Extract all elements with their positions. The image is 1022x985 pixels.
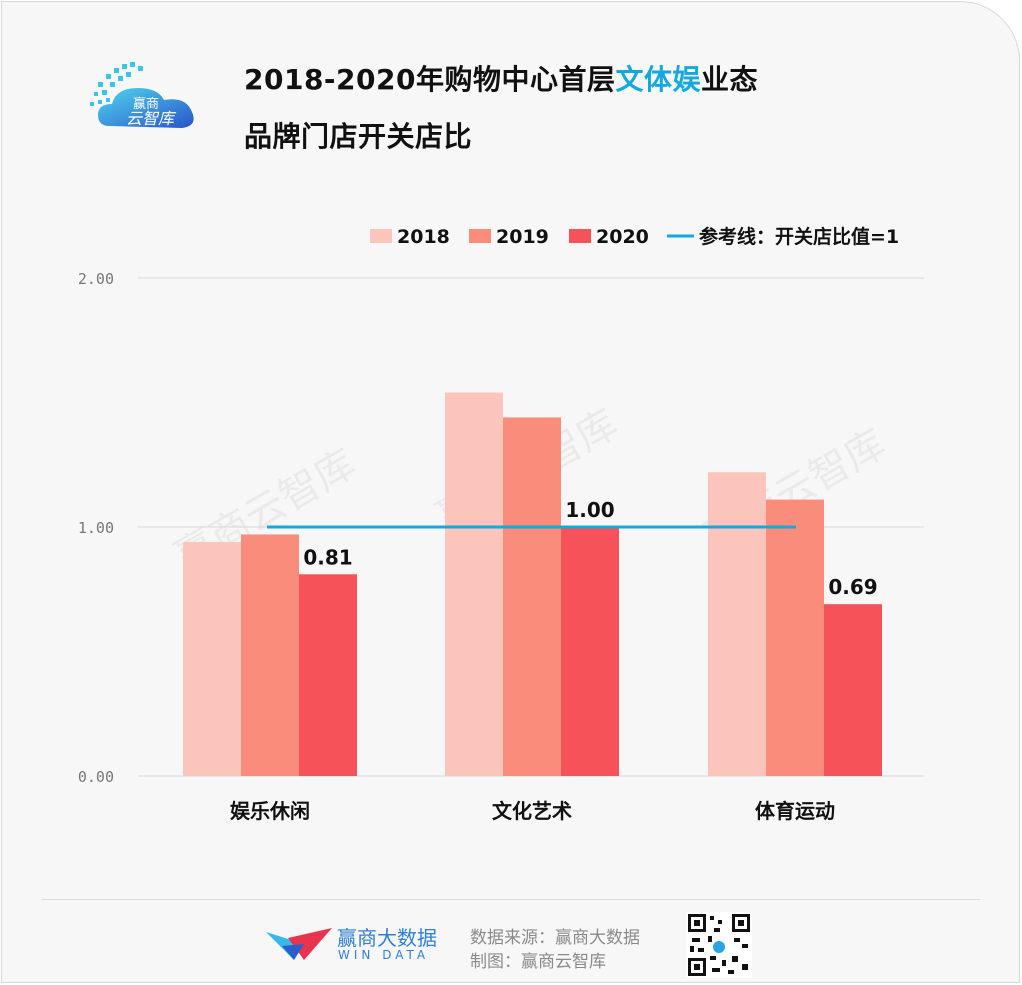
legend-swatch-2020 bbox=[569, 229, 591, 243]
chart-title-line-2: 品牌门店开关店比 bbox=[244, 120, 473, 153]
legend-label: 2019 bbox=[496, 226, 549, 248]
brand-logo-icon bbox=[266, 928, 332, 960]
data-source: 数据来源：赢商大数据 bbox=[470, 928, 640, 948]
made-by: 制图：赢商云智库 bbox=[470, 952, 606, 972]
title-part-post: 业态 bbox=[701, 63, 759, 96]
bar-2020 bbox=[824, 604, 882, 776]
x-tick-label: 体育运动 bbox=[755, 799, 835, 823]
chart-title-line-1: 2018-2020年购物中心首层文体娱业态 bbox=[244, 58, 758, 98]
logo-cloud-icon: 赢商 云智库 bbox=[90, 62, 194, 128]
bar-2018 bbox=[708, 472, 766, 776]
y-tick-label: 0.00 bbox=[78, 768, 114, 786]
y-tick-label: 1.00 bbox=[78, 519, 114, 537]
logo-text-1: 赢商 bbox=[133, 96, 159, 111]
legend-label: 2018 bbox=[397, 226, 450, 248]
bar-2019 bbox=[241, 534, 299, 776]
title-part-highlight: 文体娱 bbox=[615, 63, 701, 96]
legend-swatch-2018 bbox=[370, 229, 392, 243]
brand-name-en: WIN DATA bbox=[338, 948, 430, 962]
legend-swatch-2019 bbox=[469, 229, 491, 243]
logo-text-2: 云智库 bbox=[126, 110, 177, 128]
bar-2019 bbox=[766, 499, 824, 776]
y-tick-label: 2.00 bbox=[78, 270, 114, 288]
data-label: 0.69 bbox=[828, 575, 877, 599]
brand-name: 赢商大数据 bbox=[337, 926, 437, 950]
bar-2018 bbox=[445, 392, 503, 776]
x-tick-label: 文化艺术 bbox=[492, 799, 572, 823]
bar-chart: 赢商云智库赢商云智库赢商云智库0.001.002.000.811.000.69娱… bbox=[78, 225, 924, 823]
bar-2020 bbox=[299, 574, 357, 776]
bar-2018 bbox=[183, 541, 241, 776]
data-label: 1.00 bbox=[565, 498, 614, 522]
qr-code-icon bbox=[686, 912, 752, 978]
bar-2019 bbox=[503, 417, 561, 776]
legend-label: 2020 bbox=[596, 226, 649, 248]
data-label: 0.81 bbox=[303, 545, 352, 569]
legend-label-reference: 参考线：开关店比值=1 bbox=[699, 225, 899, 248]
footer-divider bbox=[42, 899, 980, 900]
x-tick-label: 娱乐休闲 bbox=[230, 799, 310, 823]
title-part-pre: 2018-2020年购物中心首层 bbox=[244, 63, 616, 96]
bar-2020 bbox=[561, 527, 619, 776]
